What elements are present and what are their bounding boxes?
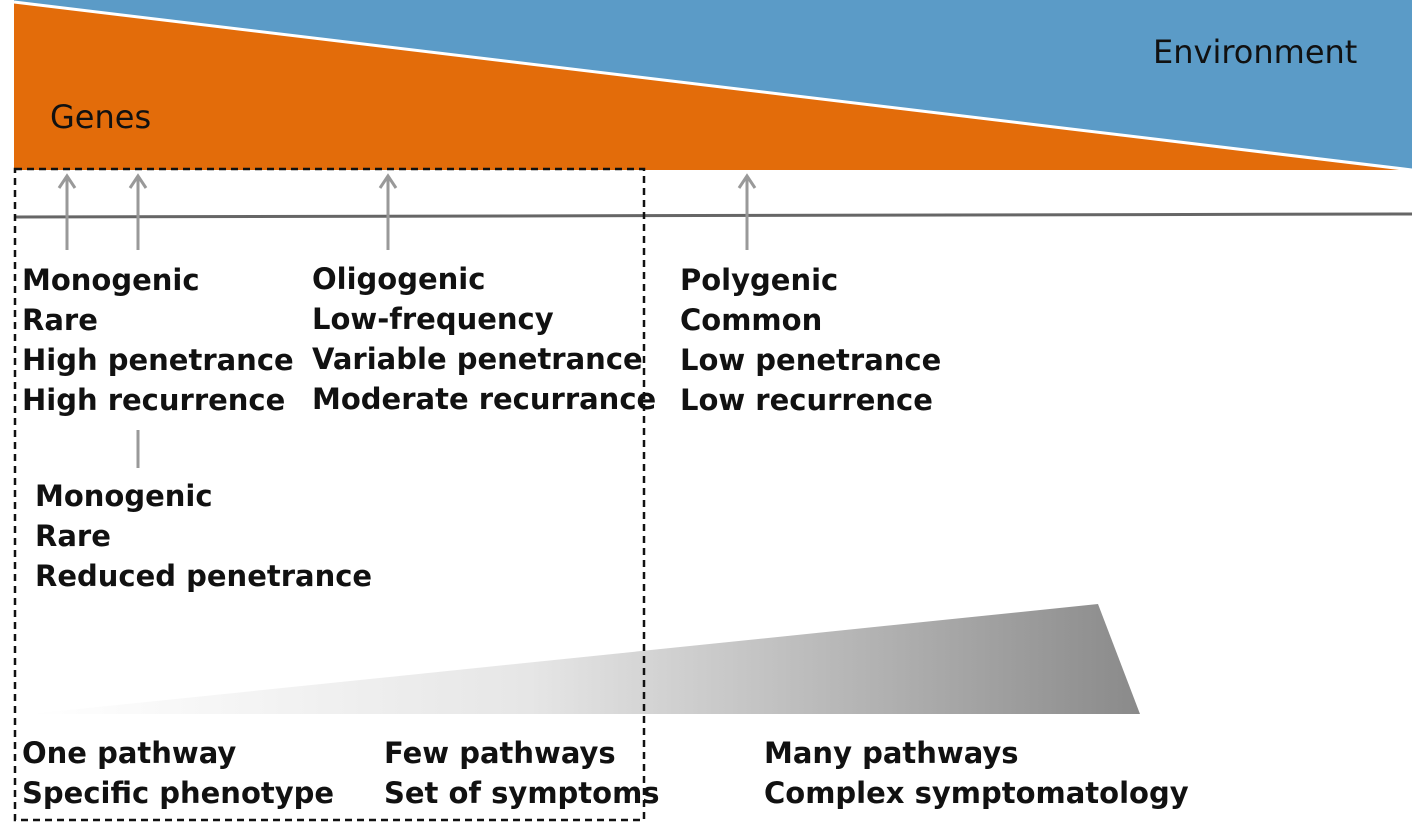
group-line: Moderate recurrance bbox=[312, 382, 657, 416]
many-pathways-group: Many pathways Complex symptomatology bbox=[764, 733, 1189, 813]
group-line: Low penetrance bbox=[680, 343, 942, 377]
environment-label: Environment bbox=[1153, 33, 1358, 71]
axis-line bbox=[13, 212, 1412, 219]
group-line: Variable penetrance bbox=[312, 342, 643, 376]
group-line: Common bbox=[680, 303, 823, 337]
monogenic-reduced-group: Monogenic Rare Reduced penetrance bbox=[35, 476, 372, 596]
arrow-monogenic-2 bbox=[128, 173, 148, 250]
group-line: Oligogenic bbox=[312, 262, 486, 296]
group-line: Rare bbox=[35, 519, 111, 553]
rare-variant-box bbox=[13, 167, 646, 822]
bottom-line: Complex symptomatology bbox=[764, 776, 1189, 810]
group-line: Monogenic bbox=[22, 263, 200, 297]
genes-environment-divider bbox=[13, 0, 1412, 172]
bottom-line: One pathway bbox=[22, 736, 237, 770]
group-line: Low recurrence bbox=[680, 383, 933, 417]
group-line: High recurrence bbox=[22, 383, 286, 417]
bottom-line: Set of symptoms bbox=[384, 776, 660, 810]
genes-label: Genes bbox=[50, 98, 152, 136]
few-pathways-group: Few pathways Set of symptoms bbox=[384, 733, 660, 813]
group-line: High penetrance bbox=[22, 343, 294, 377]
group-line: Rare bbox=[22, 303, 98, 337]
group-line: Reduced penetrance bbox=[35, 559, 373, 593]
bottom-line: Many pathways bbox=[764, 736, 1019, 770]
arrow-polygenic bbox=[737, 173, 757, 250]
bottom-line: Few pathways bbox=[384, 736, 616, 770]
group-line: Monogenic bbox=[35, 479, 213, 513]
arrow-monogenic-1 bbox=[57, 173, 77, 250]
pathway-complexity-wedge bbox=[30, 604, 1140, 714]
arrow-oligogenic bbox=[378, 173, 398, 250]
bottom-line: Specific phenotype bbox=[22, 776, 335, 810]
polygenic-group: Polygenic Common Low penetrance Low recu… bbox=[680, 260, 941, 420]
group-line: Polygenic bbox=[680, 263, 839, 297]
monogenic-high-group: Monogenic Rare High penetrance High recu… bbox=[22, 260, 294, 420]
one-pathway-group: One pathway Specific phenotype bbox=[22, 733, 334, 813]
oligogenic-group: Oligogenic Low-frequency Variable penetr… bbox=[312, 259, 656, 419]
group-line: Low-frequency bbox=[312, 302, 554, 336]
